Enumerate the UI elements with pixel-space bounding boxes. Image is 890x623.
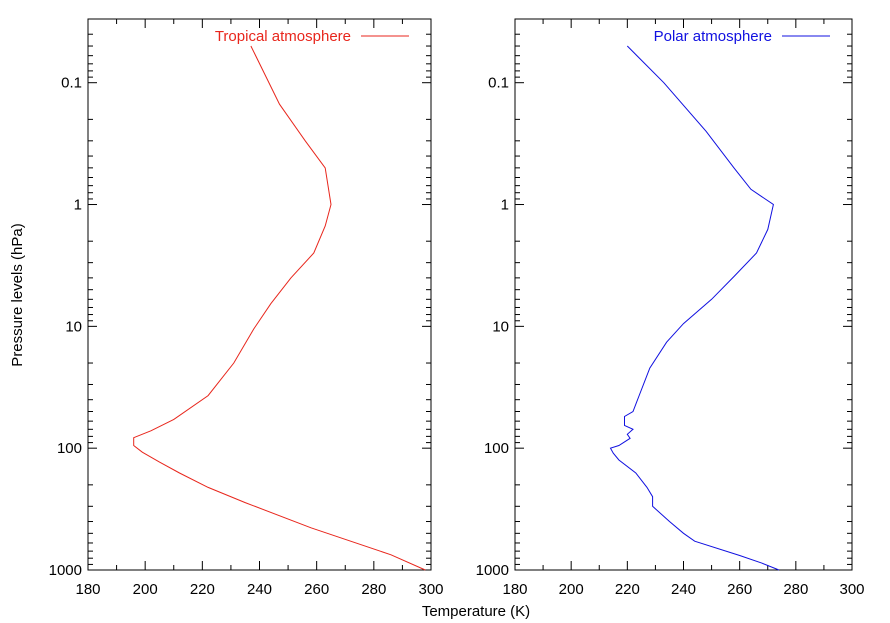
polar-y-tick-label: 10	[492, 318, 509, 335]
tropical-x-tick-label: 240	[247, 581, 272, 598]
tropical-x-tick-label: 200	[133, 581, 158, 598]
tropical-y-tick-label: 1000	[49, 562, 82, 579]
polar-x-tick-label: 300	[839, 581, 864, 598]
tropical-y-tick-label: 1	[74, 197, 82, 214]
tropical-y-tick-label: 10	[65, 318, 82, 335]
tropical-plot-frame	[87, 18, 432, 571]
tropical-x-tick-label: 180	[75, 581, 100, 598]
polar-y-tick-label: 0.1	[488, 75, 509, 92]
polar-x-tick-label: 240	[671, 581, 696, 598]
polar-y-tick-label: 1000	[476, 562, 509, 579]
polar-series-line	[609, 45, 780, 571]
tropical-x-tick-label: 280	[361, 581, 386, 598]
polar-x-tick-label: 260	[727, 581, 752, 598]
polar-legend-label: Polar atmosphere	[654, 28, 772, 45]
polar-plot-frame	[514, 18, 853, 571]
tropical-legend-label: Tropical atmosphere	[215, 28, 351, 45]
tropical-x-tick-label: 220	[190, 581, 215, 598]
polar-x-tick-label: 220	[615, 581, 640, 598]
tropical-x-tick-label: 300	[418, 581, 443, 598]
tropical-series-line	[133, 45, 426, 571]
tropical-x-tick-label: 260	[304, 581, 329, 598]
polar-x-tick-label: 280	[783, 581, 808, 598]
tropical-panel: 180 200 220 240 260 280 300 0.1 1 10 100 1000 Tropic…	[49, 18, 444, 598]
polar-y-tick-label: 100	[484, 440, 509, 457]
tropical-y-tick-label: 100	[57, 440, 82, 457]
tropical-y-tick-label: 0.1	[61, 75, 82, 92]
polar-y-tick-label: 1	[501, 197, 509, 214]
y-axis-label: Pressure levels (hPa)	[9, 223, 26, 366]
polar-x-tick-label: 180	[502, 581, 527, 598]
x-axis-label: Temperature (K)	[422, 603, 530, 620]
polar-x-tick-label: 200	[559, 581, 584, 598]
polar-panel: 180 200 220 240 260 280 300 0.1 1 10 100 1000 Polar …	[476, 18, 865, 598]
